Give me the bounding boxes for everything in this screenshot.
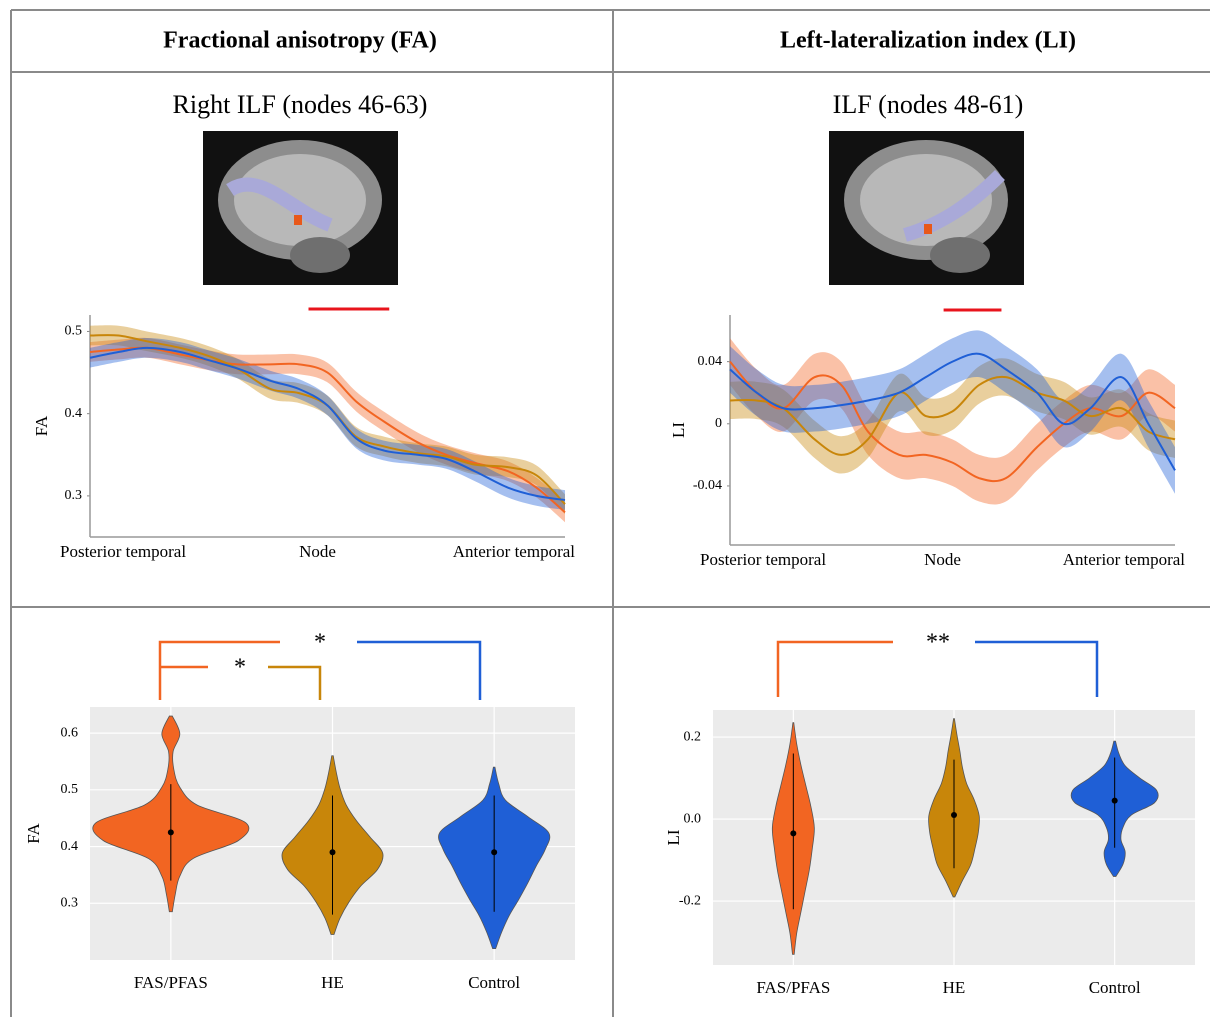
y-tick-label: 0.04 xyxy=(698,354,723,369)
significance-brackets xyxy=(160,642,1097,700)
median-point xyxy=(1112,798,1118,804)
x-axis-label: Anterior temporal xyxy=(453,542,576,561)
x-tick-label: Control xyxy=(1089,978,1141,997)
y-tick-label: 0.5 xyxy=(61,782,79,797)
x-axis-label: Posterior temporal xyxy=(700,550,826,569)
significance-label: * xyxy=(234,655,246,681)
figure: Fractional anisotropy (FA) Left-laterali… xyxy=(0,0,1210,1017)
median-point xyxy=(168,829,174,835)
x-tick-label: FAS/PFAS xyxy=(756,978,830,997)
y-tick-label: -0.04 xyxy=(693,478,722,493)
y-tick-label: 0.4 xyxy=(61,839,79,854)
x-axis-label: Posterior temporal xyxy=(60,542,186,561)
y-tick-label: 0.4 xyxy=(65,406,83,421)
y-tick-label: 0.0 xyxy=(684,811,702,826)
column-header: Fractional anisotropy (FA) xyxy=(163,28,437,54)
brain-image xyxy=(203,131,398,285)
y-tick-label: -0.2 xyxy=(679,893,701,908)
y-axis-label: LI xyxy=(669,422,688,438)
y-tick-label: 0 xyxy=(715,416,722,431)
brain-image xyxy=(829,131,1024,285)
column-header: Left-lateralization index (LI) xyxy=(780,28,1076,54)
median-point xyxy=(491,849,497,855)
y-tick-label: 0.6 xyxy=(61,725,79,740)
y-axis-label: FA xyxy=(24,823,43,844)
y-tick-label: 0.3 xyxy=(65,488,83,503)
x-tick-label: HE xyxy=(943,978,966,997)
x-axis-label: Node xyxy=(924,550,961,569)
significance-label: * xyxy=(314,630,326,656)
x-tick-label: HE xyxy=(321,973,344,992)
x-axis-label: Node xyxy=(299,542,336,561)
median-point xyxy=(330,849,336,855)
y-axis-label: FA xyxy=(32,415,51,436)
x-tick-label: FAS/PFAS xyxy=(134,973,208,992)
y-tick-label: 0.2 xyxy=(684,729,702,744)
panel-title: ILF (nodes 48-61) xyxy=(833,90,1024,119)
y-axis-label: LI xyxy=(664,829,683,845)
x-tick-label: Control xyxy=(468,973,520,992)
median-point xyxy=(790,830,796,836)
x-axis-label: Anterior temporal xyxy=(1063,550,1186,569)
y-tick-label: 0.3 xyxy=(61,895,79,910)
median-point xyxy=(951,812,957,818)
panel-title: Right ILF (nodes 46-63) xyxy=(173,90,428,119)
confidence-band xyxy=(90,338,565,522)
y-tick-label: 0.5 xyxy=(65,324,83,339)
significance-label: ** xyxy=(926,630,950,656)
